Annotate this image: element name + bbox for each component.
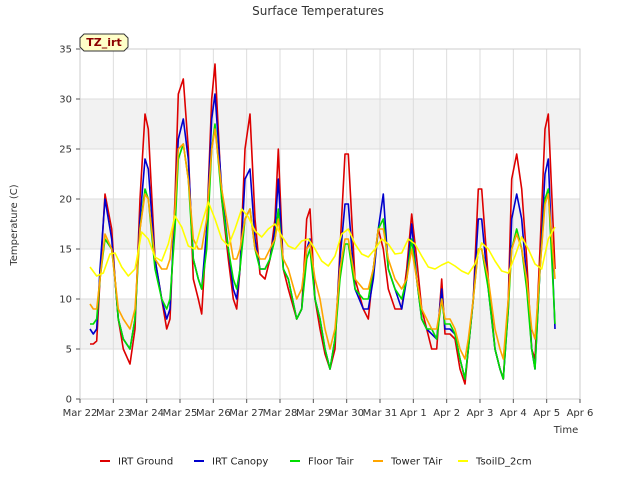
legend-label: IRT Canopy — [212, 457, 268, 468]
plot-band — [80, 199, 580, 249]
legend-item-floor-tair: Floor Tair — [290, 457, 354, 468]
x-tick-label: Mar 29 — [296, 408, 331, 419]
x-axis-title: Time — [553, 425, 578, 436]
x-tick-label: Mar 22 — [63, 408, 98, 419]
plot-band — [80, 149, 580, 199]
y-tick-label: 10 — [59, 295, 72, 306]
y-tick-label: 15 — [59, 245, 72, 256]
series-line-tsoild-2cm — [89, 201, 556, 277]
x-tick-label: Apr 5 — [533, 408, 560, 419]
x-tick-label: Apr 1 — [400, 408, 427, 419]
site-tag: TZ_irt — [79, 33, 129, 52]
y-tick-label: 35 — [59, 45, 72, 56]
legend: IRT Ground IRT Canopy Floor Tair Tower TAir… — [100, 457, 532, 468]
x-tick-label: Mar 23 — [96, 408, 131, 419]
x-tick-label: Apr 3 — [467, 408, 494, 419]
y-axis-title: Temperature (C) — [9, 184, 20, 266]
legend-label: Tower TAir — [390, 457, 443, 468]
legend-label: TsoilD_2cm — [475, 457, 532, 468]
y-tick-label: 0 — [66, 395, 72, 406]
y-axis-ticks: 0 5 10 15 20 25 30 35 — [59, 45, 80, 406]
chart-title: Surface Temperatures — [252, 4, 384, 18]
plot-band — [80, 49, 580, 99]
x-tick-label: Apr 2 — [433, 408, 460, 419]
site-tag-label: TZ_irt — [86, 36, 121, 49]
y-tick-label: 20 — [59, 195, 72, 206]
legend-item-irt-ground: IRT Ground — [100, 457, 173, 468]
legend-item-tower-tair: Tower TAir — [373, 457, 443, 468]
plot-background-bands — [80, 49, 580, 399]
y-tick-label: 30 — [59, 95, 72, 106]
legend-item-tsoild-2cm: TsoilD_2cm — [458, 457, 532, 468]
legend-label: IRT Ground — [118, 457, 173, 468]
plot-band — [80, 99, 580, 149]
legend-label: Floor Tair — [308, 457, 354, 468]
x-tick-label: Mar 27 — [229, 408, 264, 419]
series-line-tower-tair — [89, 128, 556, 360]
x-tick-label: Mar 31 — [363, 408, 398, 419]
x-tick-label: Apr 4 — [500, 408, 527, 419]
x-tick-label: Mar 25 — [163, 408, 198, 419]
x-tick-label: Mar 28 — [263, 408, 298, 419]
y-tick-label: 5 — [66, 345, 72, 356]
series-lines — [89, 63, 556, 385]
x-tick-label: Apr 6 — [567, 408, 594, 419]
series-line-irt-ground — [90, 63, 556, 385]
plot-frame — [79, 48, 581, 400]
x-tick-label: Mar 30 — [329, 408, 364, 419]
y-tick-label: 25 — [59, 145, 72, 156]
legend-item-irt-canopy: IRT Canopy — [194, 457, 268, 468]
x-tick-label: Mar 24 — [129, 408, 164, 419]
x-tick-label: Mar 26 — [196, 408, 231, 419]
